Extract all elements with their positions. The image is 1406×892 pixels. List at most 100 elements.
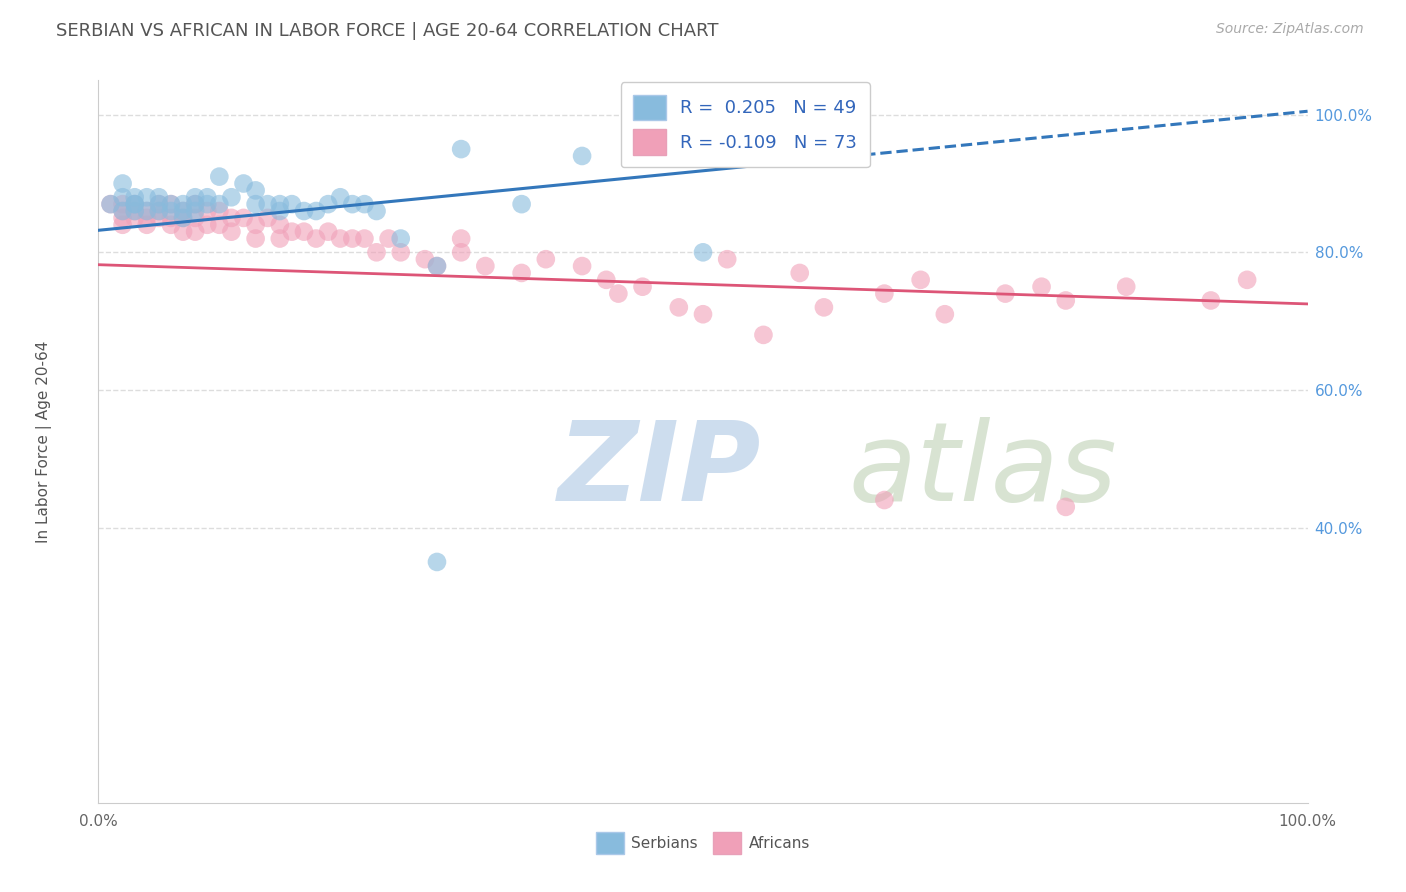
Legend: Serbians, Africans: Serbians, Africans (591, 826, 815, 860)
Point (245, 183, 267, 197)
Point (342, 231, 364, 245)
Point (172, 197, 194, 211)
Point (256, 211, 278, 225)
Point (292, 225, 315, 239)
Point (124, 197, 146, 211)
Point (195, 190, 218, 204)
Point (124, 190, 146, 204)
Text: SERBIAN VS AFRICAN IN LABOR FORCE | AGE 20-64 CORRELATION CHART: SERBIAN VS AFRICAN IN LABOR FORCE | AGE … (56, 22, 718, 40)
Point (910, 273, 932, 287)
Point (716, 252, 738, 267)
Point (1031, 279, 1053, 293)
Point (571, 259, 593, 273)
Point (184, 197, 207, 211)
Point (329, 231, 352, 245)
Point (305, 204, 328, 219)
Point (510, 197, 533, 211)
Point (1054, 500, 1077, 514)
Point (148, 211, 170, 225)
Point (195, 218, 218, 232)
Point (353, 231, 375, 245)
Point (389, 231, 412, 245)
Point (111, 190, 134, 204)
Point (269, 197, 291, 211)
Point (148, 190, 170, 204)
Point (184, 225, 207, 239)
Point (221, 211, 243, 225)
Point (366, 245, 388, 260)
Point (124, 197, 146, 211)
Point (607, 286, 630, 301)
Point (1054, 293, 1077, 308)
Point (256, 197, 278, 211)
Point (1115, 279, 1137, 293)
Point (184, 197, 207, 211)
Point (668, 301, 690, 315)
Point (873, 286, 896, 301)
Point (124, 204, 146, 219)
Point (426, 259, 449, 273)
Point (329, 190, 352, 204)
Point (135, 204, 157, 219)
Point (994, 286, 1017, 301)
Point (135, 204, 157, 219)
Point (474, 259, 496, 273)
Point (450, 245, 472, 260)
Point (752, 149, 775, 163)
Point (353, 197, 375, 211)
Point (100, 197, 122, 211)
Point (813, 301, 835, 315)
Point (595, 273, 617, 287)
Point (776, 114, 799, 128)
Point (124, 204, 146, 219)
Point (269, 204, 291, 219)
Point (148, 197, 170, 211)
Point (450, 142, 472, 156)
Point (148, 204, 170, 219)
Point (172, 204, 194, 219)
Point (160, 204, 183, 219)
Point (111, 177, 134, 191)
Point (426, 259, 449, 273)
Point (366, 204, 388, 219)
Point (571, 149, 593, 163)
Point (111, 218, 134, 232)
Point (450, 231, 472, 245)
Point (934, 307, 956, 321)
Point (124, 211, 146, 225)
Point (1236, 273, 1258, 287)
Point (160, 218, 183, 232)
Point (1199, 293, 1222, 308)
Point (172, 225, 194, 239)
Point (281, 225, 304, 239)
Point (789, 266, 811, 280)
Point (316, 197, 339, 211)
Point (269, 231, 291, 245)
Point (172, 211, 194, 225)
Text: atlas: atlas (848, 417, 1116, 524)
Point (208, 204, 231, 219)
Point (413, 252, 436, 267)
Point (377, 231, 399, 245)
Point (111, 197, 134, 211)
Point (752, 327, 775, 342)
Point (124, 197, 146, 211)
Point (232, 211, 254, 225)
Point (221, 225, 243, 239)
Point (184, 190, 207, 204)
Point (245, 231, 267, 245)
Point (184, 204, 207, 219)
Point (631, 279, 654, 293)
Point (135, 190, 157, 204)
Point (111, 204, 134, 219)
Point (111, 211, 134, 225)
Point (160, 197, 183, 211)
Point (342, 197, 364, 211)
Text: In Labor Force | Age 20-64: In Labor Force | Age 20-64 (37, 341, 52, 542)
Point (135, 211, 157, 225)
Point (873, 493, 896, 508)
Point (281, 197, 304, 211)
Point (160, 197, 183, 211)
Point (184, 211, 207, 225)
Point (534, 252, 557, 267)
